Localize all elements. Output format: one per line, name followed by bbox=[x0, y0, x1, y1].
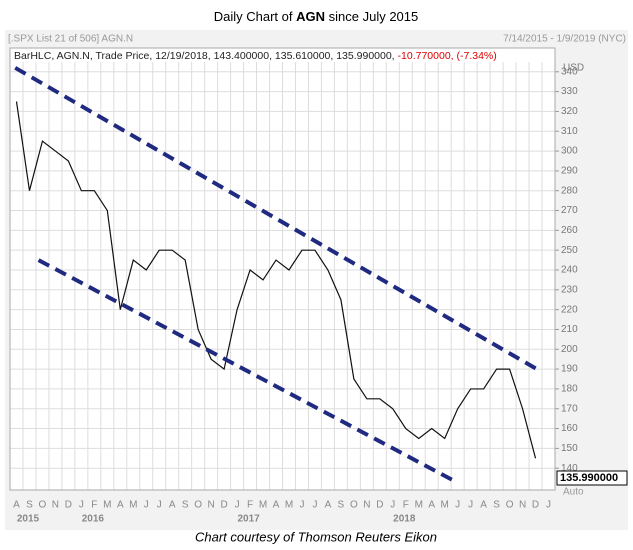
y-tick-label: 160 bbox=[561, 423, 578, 434]
last-price: 135.990000 bbox=[560, 472, 618, 484]
x-tick-label: A bbox=[13, 500, 20, 511]
x-tick-label: M bbox=[441, 500, 449, 511]
x-tick-label: M bbox=[285, 500, 293, 511]
x-tick-label: S bbox=[26, 500, 33, 511]
price-line bbox=[15, 101, 537, 459]
x-tick-label: J bbox=[455, 500, 460, 511]
y-tick-label: 340 bbox=[561, 66, 578, 77]
y-tick-label: 180 bbox=[561, 384, 578, 395]
y-tick-label: 250 bbox=[561, 245, 578, 256]
x-tick-label: A bbox=[428, 500, 435, 511]
x-tick-label: A bbox=[169, 500, 176, 511]
x-tick-label: J bbox=[468, 500, 473, 511]
y-tick-label: 170 bbox=[561, 403, 578, 414]
y-tick-label: 270 bbox=[561, 205, 578, 216]
y-tick-label: 300 bbox=[561, 146, 578, 157]
title-part: since July 2015 bbox=[325, 9, 418, 24]
x-tick-label: M bbox=[103, 500, 111, 511]
trend-line bbox=[14, 66, 538, 371]
x-tick-label: O bbox=[194, 500, 202, 511]
x-tick-label: F bbox=[247, 500, 253, 511]
x-tick-label: F bbox=[403, 500, 409, 511]
x-tick-label: S bbox=[182, 500, 189, 511]
x-tick-label: O bbox=[506, 500, 514, 511]
x-tick-label: D bbox=[532, 500, 539, 511]
currency: USD bbox=[563, 63, 584, 74]
y-tick-label: 200 bbox=[561, 344, 578, 355]
y-tick-label: 330 bbox=[561, 86, 578, 97]
legend-text: BarHLC, AGN.N, Trade Price, 12/19/2018, … bbox=[14, 50, 395, 62]
year-label: 2018 bbox=[393, 514, 416, 525]
title-part: AGN bbox=[296, 9, 325, 24]
x-tick-label: J bbox=[235, 500, 240, 511]
date-range: 7/14/2015 - 1/9/2019 (NYC) bbox=[503, 34, 626, 45]
title-part: Daily Chart of bbox=[214, 9, 296, 24]
x-tick-label: A bbox=[117, 500, 124, 511]
x-tick-label: M bbox=[129, 500, 137, 511]
year-label: 2017 bbox=[237, 514, 260, 525]
x-tick-label: O bbox=[350, 500, 358, 511]
x-tick-label: N bbox=[52, 500, 59, 511]
y-tick-label: 190 bbox=[561, 364, 578, 375]
y-tick-label: 310 bbox=[561, 126, 578, 137]
list-label: [.SPX List 21 of 506] AGN.N bbox=[8, 34, 133, 45]
x-tick-label: M bbox=[415, 500, 423, 511]
footer: Chart courtesy of Thomson Reuters Eikon bbox=[195, 529, 437, 544]
x-tick-label: F bbox=[91, 500, 97, 511]
trend-line bbox=[37, 258, 458, 484]
plot-border bbox=[9, 47, 556, 491]
x-tick-label: D bbox=[376, 500, 383, 511]
y-tick-label: 320 bbox=[561, 106, 578, 117]
x-tick-label: N bbox=[363, 500, 370, 511]
x-tick-label: N bbox=[519, 500, 526, 511]
chart-title: Daily Chart of AGN since July 2015 bbox=[214, 9, 419, 24]
x-tick-label: S bbox=[338, 500, 345, 511]
x-tick-label: A bbox=[273, 500, 280, 511]
x-tick-label: J bbox=[312, 500, 317, 511]
year-label: 2016 bbox=[82, 514, 105, 525]
x-tick-label: J bbox=[144, 500, 149, 511]
x-tick-label: J bbox=[390, 500, 395, 511]
x-tick-label: A bbox=[480, 500, 487, 511]
last-price-box bbox=[556, 470, 628, 486]
y-tick-label: 290 bbox=[561, 166, 578, 177]
year-label: 2015 bbox=[17, 514, 40, 525]
x-tick-label: D bbox=[220, 500, 227, 511]
y-tick-label: 280 bbox=[561, 185, 578, 196]
x-tick-label: A bbox=[325, 500, 332, 511]
y-tick-label: 230 bbox=[561, 284, 578, 295]
x-tick-label: J bbox=[299, 500, 304, 511]
x-tick-label: M bbox=[259, 500, 267, 511]
x-tick-label: J bbox=[546, 500, 551, 511]
scale-mode: Auto bbox=[563, 487, 584, 498]
x-tick-label: D bbox=[65, 500, 72, 511]
legend-change: -10.770000, (-7.34%) bbox=[398, 50, 497, 62]
x-tick-label: O bbox=[39, 500, 47, 511]
y-tick-label: 220 bbox=[561, 304, 578, 315]
y-tick-label: 140 bbox=[561, 463, 578, 474]
x-tick-label: J bbox=[157, 500, 162, 511]
x-tick-label: J bbox=[79, 500, 84, 511]
x-tick-label: N bbox=[208, 500, 215, 511]
y-tick-label: 150 bbox=[561, 443, 578, 454]
x-tick-label: S bbox=[493, 500, 500, 511]
y-tick-label: 240 bbox=[561, 265, 578, 276]
legend: BarHLC, AGN.N, Trade Price, 12/19/2018, … bbox=[14, 50, 497, 62]
y-tick-label: 260 bbox=[561, 225, 578, 236]
y-tick-label: 210 bbox=[561, 324, 578, 335]
